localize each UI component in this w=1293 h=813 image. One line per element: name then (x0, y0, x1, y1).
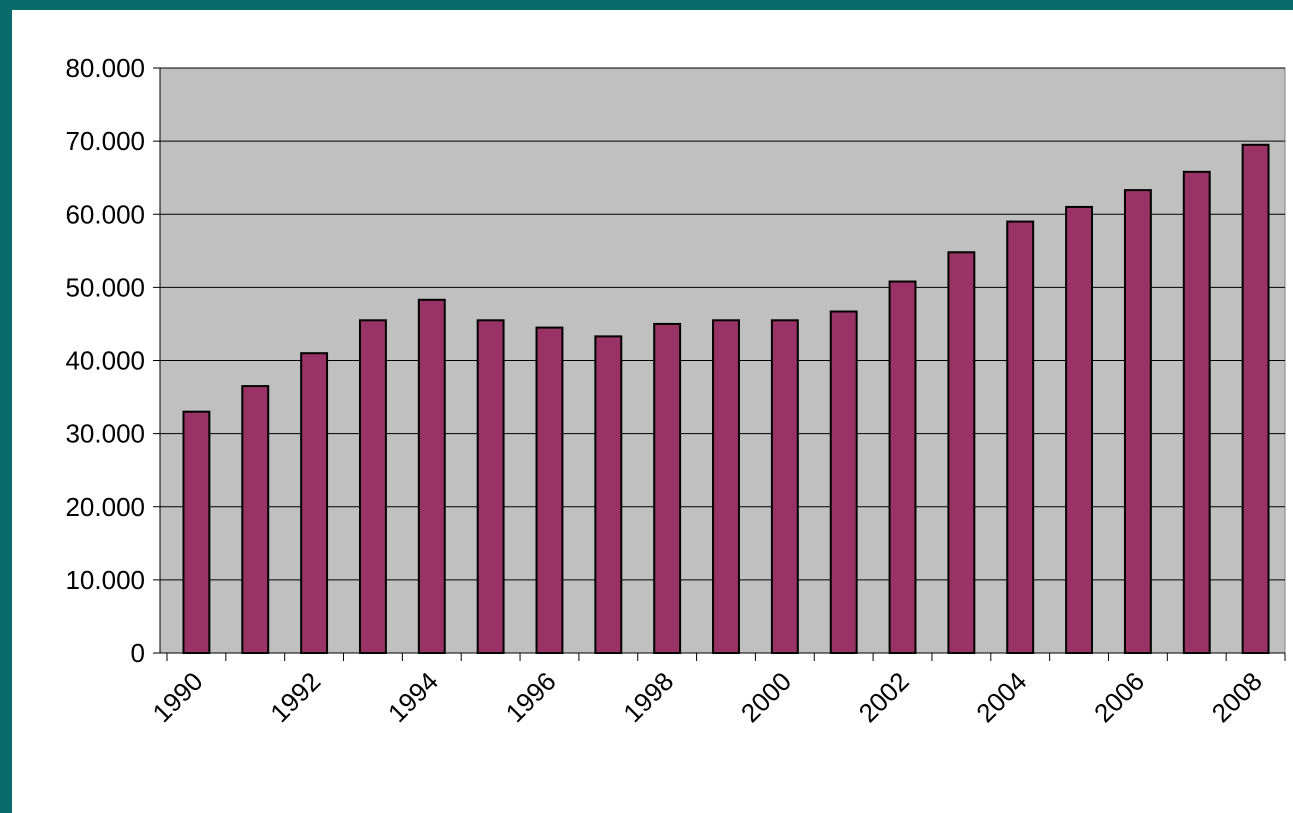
bar (1123, 189, 1152, 654)
y-tick-label: 40.000 (65, 346, 145, 376)
y-tick-label: 60.000 (65, 199, 145, 229)
y-tick-label: 70.000 (65, 126, 145, 156)
bar (1182, 170, 1211, 654)
bar (182, 410, 211, 654)
bar (1065, 205, 1093, 654)
bar (947, 251, 976, 654)
bar (359, 319, 387, 654)
bar (888, 280, 917, 654)
bar (1006, 220, 1035, 654)
bar (653, 322, 682, 654)
bar (417, 298, 446, 654)
bar (770, 319, 799, 654)
bar (594, 335, 623, 654)
y-tick-label: 30.000 (65, 419, 145, 449)
bar (300, 352, 329, 654)
y-tick-label: 10.000 (65, 565, 145, 595)
bar (535, 326, 564, 654)
bar (241, 385, 270, 654)
bar (712, 319, 740, 654)
bar (476, 319, 505, 654)
y-tick-label: 80.000 (65, 53, 145, 83)
y-tick-label: 0 (131, 638, 145, 668)
bar (829, 310, 858, 654)
bar (1241, 143, 1270, 654)
y-tick-label: 50.000 (65, 272, 145, 302)
y-tick-label: 20.000 (65, 492, 145, 522)
